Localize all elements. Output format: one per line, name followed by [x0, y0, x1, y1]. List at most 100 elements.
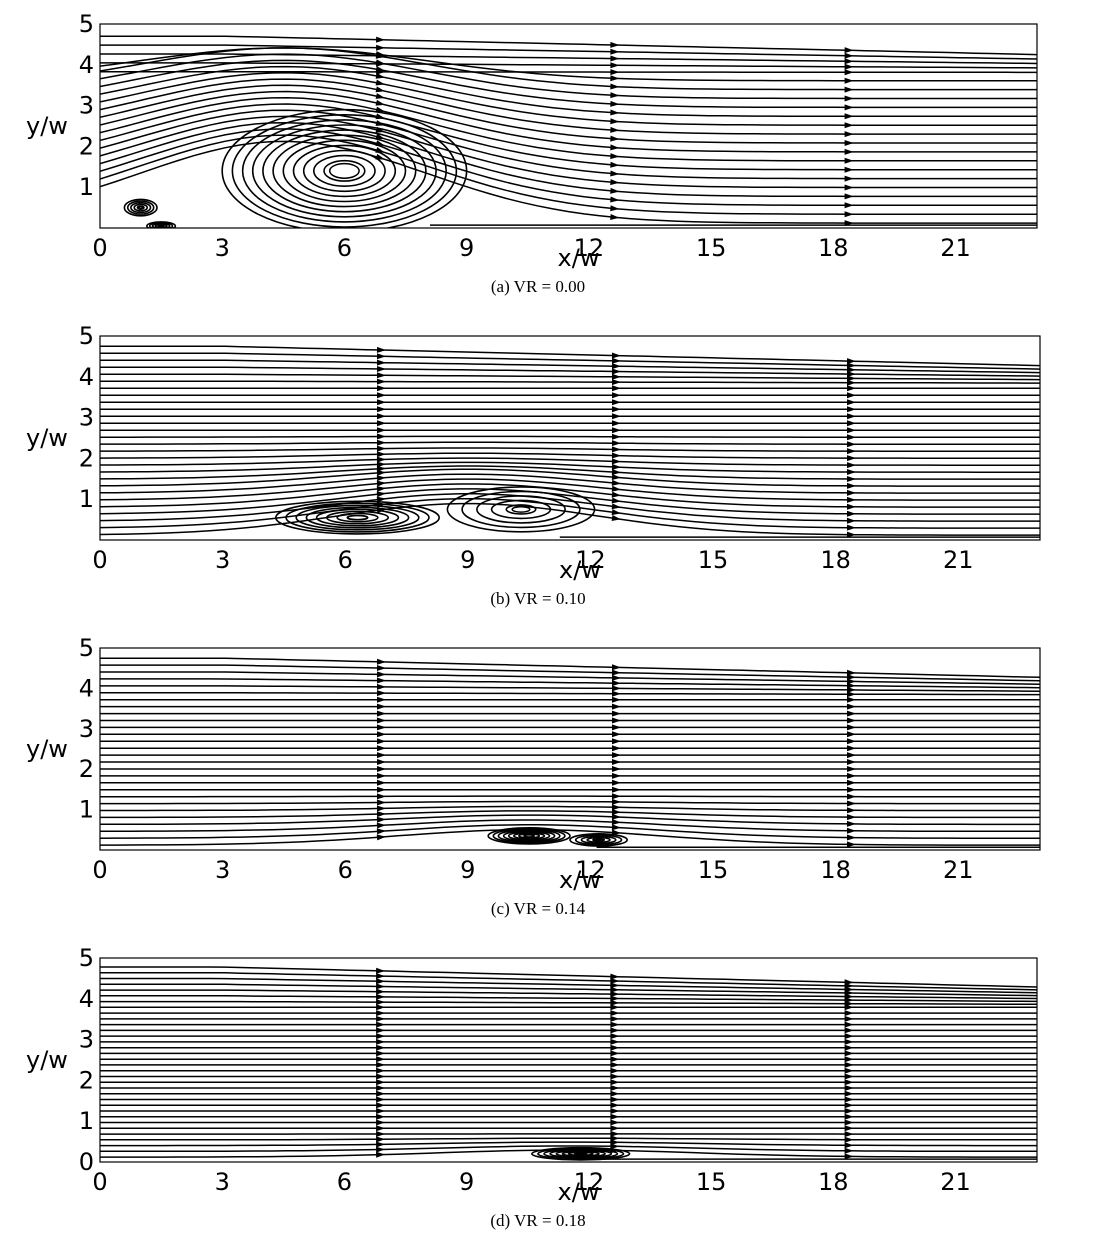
streamline: [100, 814, 1040, 826]
streamline: [100, 1145, 1037, 1153]
flow-arrow: [844, 95, 854, 102]
flow-arrow: [612, 385, 621, 392]
flow-arrow: [376, 1050, 386, 1057]
flow-arrow: [610, 1079, 620, 1086]
vortex-contour: [323, 159, 366, 182]
flow-arrow: [377, 745, 386, 752]
x-tick-label: 15: [696, 1168, 727, 1196]
flow-arrow: [844, 52, 854, 59]
flow-arrow: [376, 346, 386, 353]
flow-arrow: [847, 745, 856, 752]
flow-arrow: [611, 804, 621, 811]
flow-arrow: [844, 166, 854, 173]
flow-arrow: [610, 1004, 620, 1011]
flow-arrow: [846, 531, 856, 538]
flow-arrow: [611, 669, 621, 676]
flow-arrow: [376, 972, 386, 979]
flow-arrow: [611, 793, 621, 800]
flow-arrow: [844, 184, 854, 191]
plot-frame: [99, 335, 1041, 541]
y-tick-label: 5: [79, 322, 94, 350]
flow-arrow: [846, 462, 856, 469]
streamline: [100, 983, 1037, 997]
x-tick-label: 6: [337, 1168, 352, 1196]
vortex-contour: [295, 504, 420, 531]
flow-arrow: [847, 399, 856, 406]
flow-arrow: [612, 745, 621, 752]
flow-arrow: [846, 379, 856, 386]
flow-arrow: [376, 983, 386, 990]
streamline: [100, 84, 1037, 144]
x-axis-label: x/w: [559, 866, 601, 894]
flow-arrow: [375, 86, 386, 93]
flow-arrow: [376, 1056, 386, 1063]
flow-arrow: [376, 1073, 386, 1080]
x-tick-label: 21: [943, 546, 974, 574]
streamline: [100, 441, 1040, 445]
vortex-contour: [151, 222, 171, 228]
vortex-contour: [487, 827, 571, 845]
x-axis-label: x/w: [559, 556, 601, 584]
flow-arrow: [844, 1090, 854, 1097]
x-tick-label: 18: [818, 234, 849, 262]
flow-arrow: [376, 1119, 386, 1126]
flow-arrow: [846, 475, 856, 482]
streamline: [100, 497, 1040, 529]
vortex-contour: [262, 129, 427, 213]
flow-arrow: [376, 465, 386, 472]
streamline: [100, 678, 1040, 689]
x-tick-label: 15: [698, 856, 729, 884]
streamline: [100, 502, 1040, 536]
flow-arrow: [610, 100, 620, 107]
flow-arrow: [844, 1010, 854, 1017]
y-tick-label: 5: [79, 10, 94, 38]
flow-arrow: [376, 1141, 386, 1148]
flow-arrow: [376, 799, 386, 806]
flow-arrow: [844, 1136, 854, 1143]
flow-arrow: [610, 75, 620, 82]
flow-arrow: [610, 83, 620, 90]
streamline: [100, 457, 1040, 466]
vortex-contour: [512, 832, 546, 840]
flow-arrow: [376, 491, 386, 498]
flow-arrow: [846, 503, 856, 510]
flow-arrow: [377, 427, 386, 434]
panel-caption: (d) VR = 0.18: [490, 1211, 585, 1230]
flow-arrow: [376, 1108, 386, 1114]
flow-arrow: [610, 1010, 620, 1017]
flow-arrow: [610, 1102, 620, 1109]
streamlines: [100, 657, 1040, 848]
y-tick-label: 5: [79, 634, 94, 662]
vortex-core: [137, 205, 144, 210]
flow-arrow: [611, 452, 621, 459]
flow-arrow: [377, 420, 386, 427]
flow-arrow: [844, 1027, 854, 1034]
x-tick-label: 21: [940, 1168, 971, 1196]
flow-arrow: [846, 814, 856, 821]
flow-arrow: [612, 413, 621, 420]
vortex-contour: [530, 1146, 631, 1161]
flow-arrow: [377, 696, 386, 703]
flow-arrow: [844, 202, 854, 209]
flow-arrow: [611, 503, 621, 510]
flow-arrow: [610, 161, 620, 168]
flow-arrow: [376, 1027, 386, 1034]
x-tick-label: 6: [338, 546, 353, 574]
streamline: [100, 140, 1037, 224]
plot-frame: [99, 957, 1038, 1163]
x-tick-label: 0: [92, 546, 107, 574]
vortex-core: [158, 224, 164, 228]
flow-arrow: [610, 1090, 620, 1097]
flow-arrow: [376, 36, 386, 43]
vortex-contour: [461, 490, 581, 529]
x-tick-label: 21: [940, 234, 971, 262]
flow-arrow: [610, 41, 620, 48]
flow-arrow: [610, 1061, 620, 1068]
x-tick-label: 9: [459, 234, 474, 262]
flow-arrow: [610, 196, 620, 203]
flow-arrow: [610, 1139, 620, 1146]
flow-arrow: [844, 211, 854, 218]
flow-arrow: [847, 441, 856, 448]
flow-arrow: [611, 813, 621, 820]
